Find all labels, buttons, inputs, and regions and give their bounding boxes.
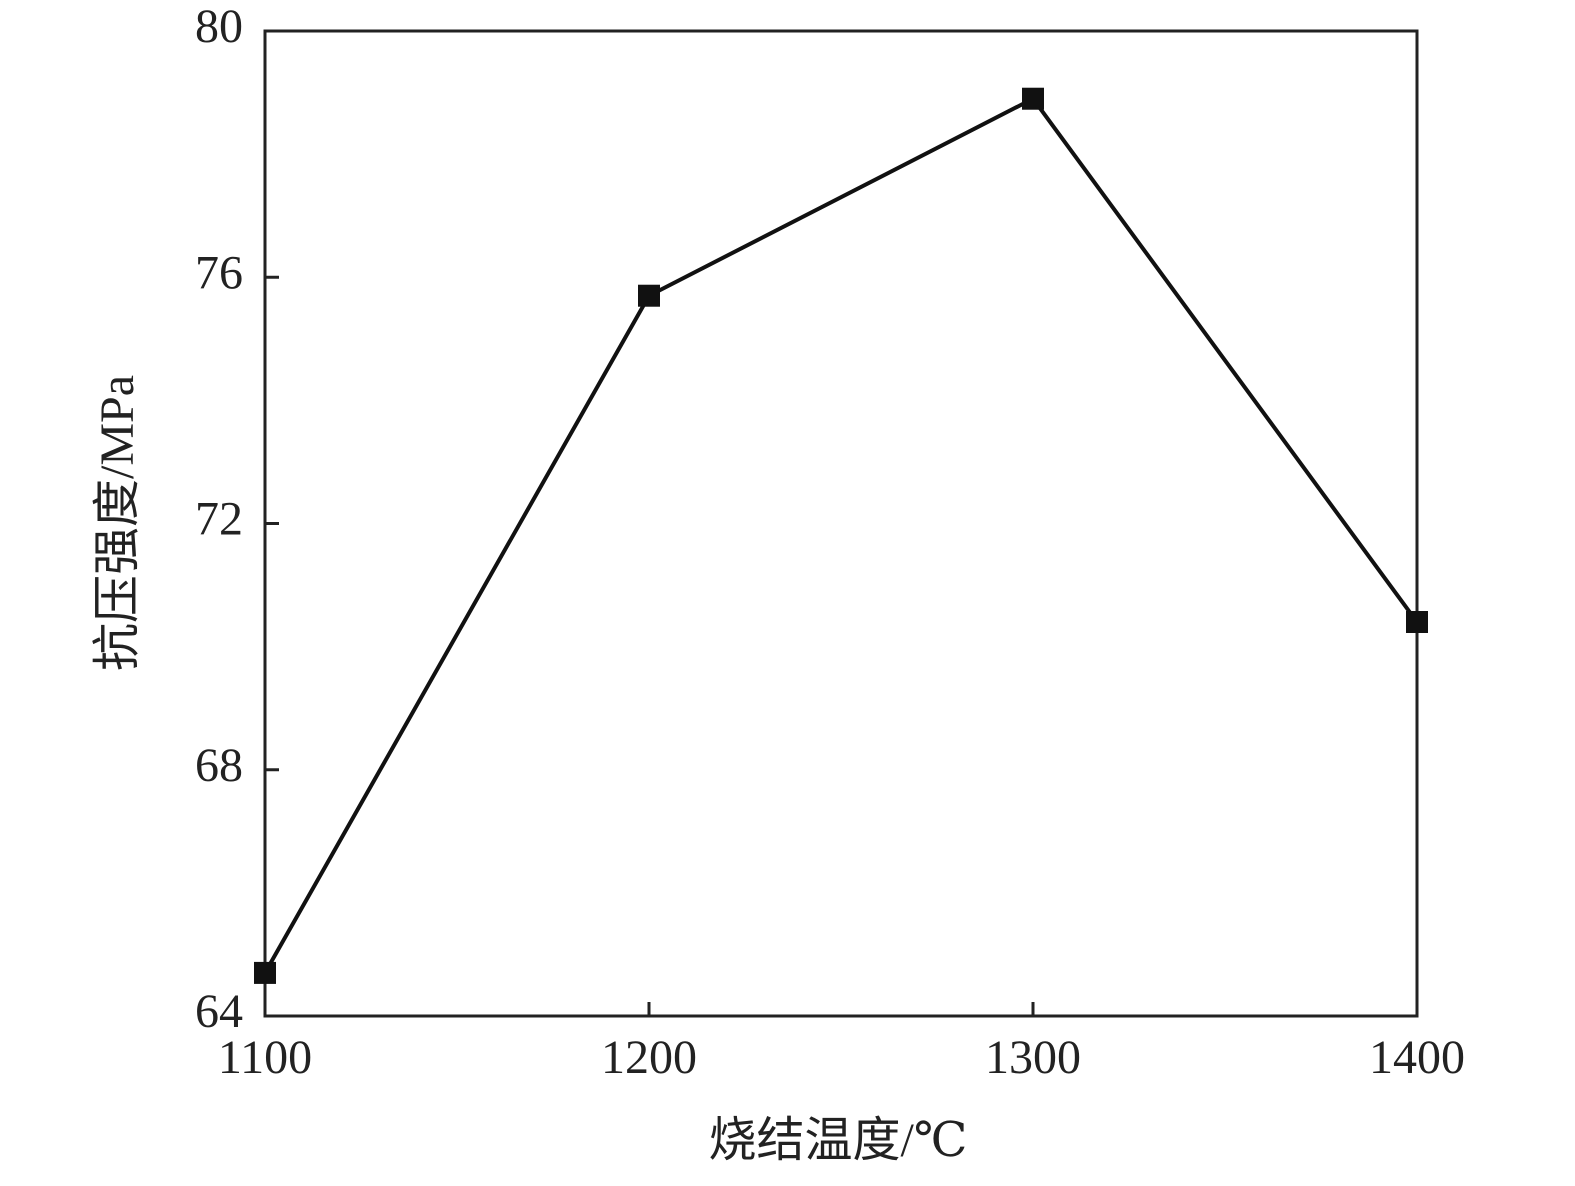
x-tick-label: 1300 [985, 1031, 1081, 1084]
x-axis-title: 烧结温度/℃ [708, 1114, 967, 1167]
y-tick-label: 64 [195, 985, 243, 1038]
x-tick-label: 1400 [1369, 1031, 1465, 1084]
y-tick-label: 72 [195, 493, 243, 546]
y-axis-title: 抗压强度/MPa [91, 375, 144, 671]
data-point [1022, 87, 1044, 110]
data-point [638, 284, 660, 307]
data-point [1406, 611, 1428, 633]
y-tick-label: 80 [195, 0, 243, 53]
y-tick-label: 76 [195, 246, 243, 299]
data-line [263, 96, 1419, 974]
x-tick-label: 1200 [601, 1031, 697, 1084]
data-point [254, 961, 276, 984]
plot-frame [263, 29, 1419, 1018]
y-tick-label: 68 [195, 739, 243, 792]
x-tick-label: 1100 [218, 1031, 312, 1084]
